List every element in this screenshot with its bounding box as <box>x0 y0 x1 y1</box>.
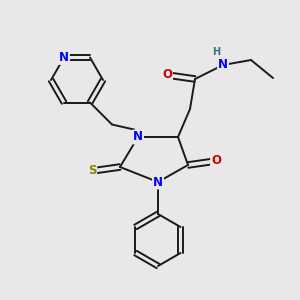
Text: H: H <box>212 47 220 57</box>
Text: S: S <box>88 164 96 178</box>
Text: N: N <box>133 130 143 143</box>
Text: N: N <box>153 176 163 188</box>
Text: N: N <box>218 58 228 71</box>
Text: O: O <box>211 154 221 167</box>
Text: N: N <box>59 51 69 64</box>
Text: O: O <box>162 68 172 82</box>
